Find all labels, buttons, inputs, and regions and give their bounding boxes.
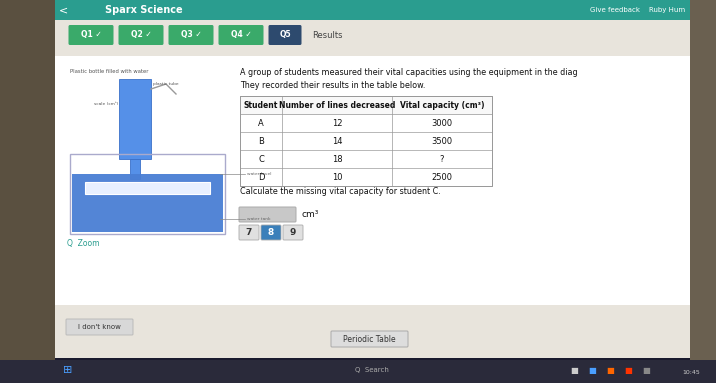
FancyBboxPatch shape	[218, 25, 263, 45]
Text: 10: 10	[332, 172, 342, 182]
FancyBboxPatch shape	[239, 225, 259, 240]
Text: Vital capacity (cm³): Vital capacity (cm³)	[400, 100, 484, 110]
Bar	[690, 0, 716, 383]
Text: 9: 9	[290, 228, 296, 237]
Text: Plastic bottle filled with water: Plastic bottle filled with water	[70, 69, 148, 74]
FancyBboxPatch shape	[66, 319, 133, 335]
Text: plastic tube: plastic tube	[153, 82, 178, 86]
Text: 7: 7	[246, 228, 252, 237]
Text: ⊞: ⊞	[63, 365, 72, 375]
Bar	[240, 96, 492, 186]
Text: Q1 ✓: Q1 ✓	[81, 31, 102, 39]
Bar	[55, 305, 690, 360]
Text: D: D	[258, 172, 264, 182]
Bar	[55, 358, 690, 383]
Bar	[240, 114, 492, 132]
Text: Q3 ✓: Q3 ✓	[180, 31, 201, 39]
Text: Number of lines decreased: Number of lines decreased	[279, 100, 395, 110]
Text: Q5: Q5	[279, 31, 291, 39]
Text: ■: ■	[606, 365, 614, 375]
Bar	[55, 0, 690, 360]
Bar	[240, 150, 492, 168]
Text: 2500: 2500	[432, 172, 453, 182]
Bar	[119, 79, 151, 159]
Text: 3000: 3000	[432, 118, 453, 128]
Text: <: <	[59, 5, 67, 15]
Text: Q4 ✓: Q4 ✓	[231, 31, 251, 39]
FancyBboxPatch shape	[331, 331, 408, 347]
Bar	[0, 0, 55, 383]
Bar	[240, 168, 492, 186]
Text: Student: Student	[244, 100, 279, 110]
Text: Q  Zoom: Q Zoom	[67, 239, 100, 248]
FancyBboxPatch shape	[69, 25, 114, 45]
FancyBboxPatch shape	[168, 25, 213, 45]
Bar	[55, 56, 690, 358]
Bar	[72, 174, 223, 232]
Text: ■: ■	[570, 365, 578, 375]
Text: They recorded their results in the table below.: They recorded their results in the table…	[240, 81, 425, 90]
Text: A: A	[258, 118, 264, 128]
Text: Q2 ✓: Q2 ✓	[130, 31, 151, 39]
Text: water level: water level	[247, 172, 271, 176]
Text: water tank: water tank	[247, 217, 271, 221]
Bar	[55, 0, 690, 20]
Text: ■: ■	[588, 365, 596, 375]
Text: scale (cm³): scale (cm³)	[94, 102, 118, 106]
Text: 3500: 3500	[432, 136, 453, 146]
Text: Sparx Science: Sparx Science	[105, 5, 183, 15]
Text: Give feedback    Ruby Hum: Give feedback Ruby Hum	[590, 7, 685, 13]
Text: C: C	[258, 154, 264, 164]
FancyBboxPatch shape	[239, 207, 296, 222]
FancyBboxPatch shape	[119, 25, 163, 45]
Text: 8: 8	[268, 228, 274, 237]
Bar	[240, 96, 492, 114]
Bar	[70, 154, 225, 234]
Text: ?: ?	[440, 154, 444, 164]
Text: Q  Search: Q Search	[355, 367, 389, 373]
Text: 12: 12	[332, 118, 342, 128]
Text: B: B	[258, 136, 264, 146]
Text: A group of students measured their vital capacities using the equipment in the d: A group of students measured their vital…	[240, 68, 578, 77]
Text: Results: Results	[312, 31, 342, 39]
Bar	[85, 182, 210, 194]
Bar	[240, 132, 492, 150]
FancyBboxPatch shape	[261, 225, 281, 240]
FancyBboxPatch shape	[268, 25, 301, 45]
Text: 14: 14	[332, 136, 342, 146]
Text: ■: ■	[642, 365, 650, 375]
Text: 10:45: 10:45	[682, 370, 700, 375]
Bar	[130, 159, 140, 179]
Text: Periodic Table: Periodic Table	[343, 334, 395, 344]
FancyBboxPatch shape	[283, 225, 303, 240]
Text: Calculate the missing vital capacity for student C.: Calculate the missing vital capacity for…	[240, 187, 441, 196]
Bar	[0, 360, 716, 383]
Text: I don't know: I don't know	[77, 324, 120, 330]
Text: 18: 18	[332, 154, 342, 164]
Text: cm³: cm³	[302, 210, 319, 219]
Text: ■: ■	[624, 365, 632, 375]
